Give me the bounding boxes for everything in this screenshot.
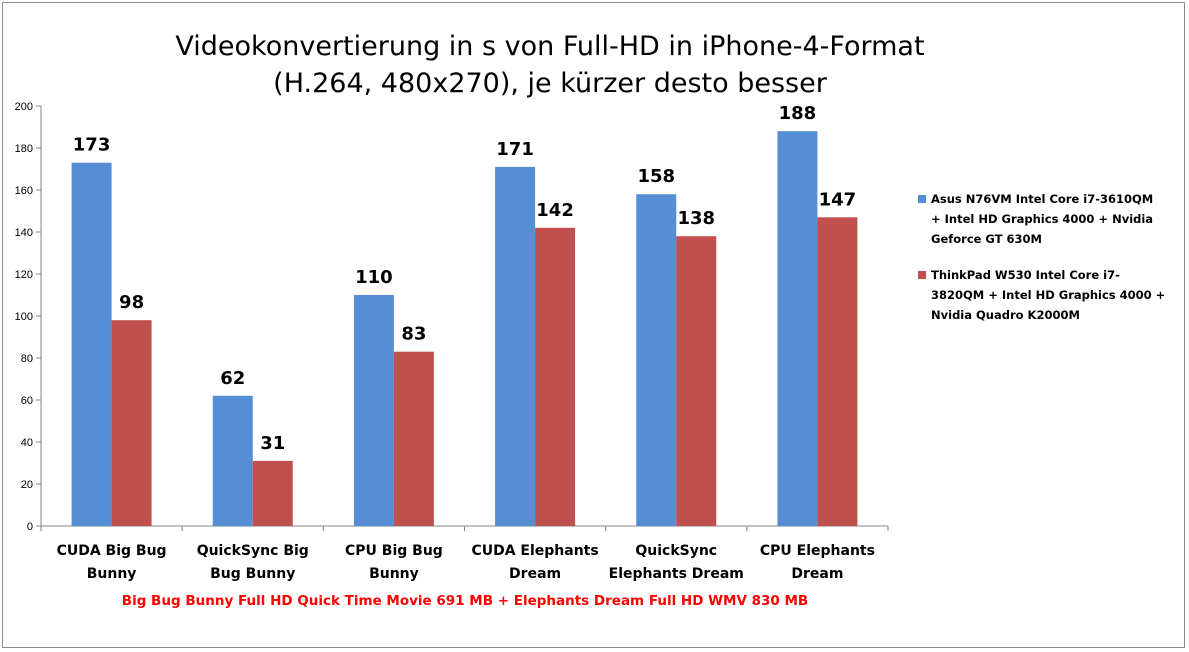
bar-value-label: 62 [220, 368, 245, 389]
bar-value-label: 158 [637, 166, 675, 187]
bar-value-label: 83 [401, 324, 426, 345]
legend-entry: Asus N76VM Intel Core i7-3610QM [931, 192, 1153, 206]
bar-value-label: 173 [73, 135, 111, 156]
y-tick-label: 40 [21, 437, 33, 449]
bar [817, 217, 858, 527]
bar [71, 162, 112, 526]
y-tick-label: 0 [27, 521, 33, 533]
y-tick-label: 140 [15, 227, 33, 239]
bar [111, 320, 152, 526]
x-category-label: Dream [509, 566, 561, 582]
x-category-label: QuickSync [635, 543, 717, 559]
y-tick-label: 60 [21, 395, 33, 407]
bar [393, 351, 434, 526]
y-tick-label: 200 [15, 101, 33, 113]
bar [636, 194, 677, 526]
legend-swatch [918, 271, 926, 279]
bar-value-label: 31 [260, 433, 285, 454]
legend-swatch [918, 195, 926, 203]
x-category-label: QuickSync Big [197, 543, 309, 559]
y-tick-label: 80 [21, 353, 33, 365]
legend-entry: Nvidia Quadro K2000M [931, 308, 1080, 322]
y-tick-label: 160 [15, 185, 33, 197]
x-category-label: Bug Bunny [210, 566, 295, 582]
y-tick-label: 180 [15, 143, 33, 155]
bar [212, 395, 253, 526]
bar [495, 166, 536, 526]
chart-title-line: (H.264, 480x270), je kürzer desto besser [273, 68, 828, 99]
bar-value-label: 188 [779, 103, 817, 124]
legend-entry: + Intel HD Graphics 4000 + Nvidia [931, 212, 1153, 226]
x-category-label: CUDA Elephants [471, 543, 598, 559]
x-category-label: Elephants Dream [609, 566, 744, 582]
legend-entry: 3820QM + Intel HD Graphics 4000 + [931, 288, 1165, 302]
y-tick-label: 120 [15, 269, 33, 281]
bar-value-label: 147 [819, 189, 857, 210]
bar [353, 295, 394, 526]
bar [777, 131, 818, 526]
bar [676, 236, 717, 526]
x-category-label: Dream [791, 566, 843, 582]
x-category-label: CUDA Big Bug [57, 543, 167, 559]
x-category-label: CPU Elephants [760, 543, 875, 559]
bar-value-label: 138 [677, 208, 715, 229]
bar [252, 460, 293, 526]
legend-entry: ThinkPad W530 Intel Core i7- [931, 268, 1120, 282]
bar-value-label: 142 [536, 200, 574, 221]
chart-title-line: Videokonvertierung in s von Full-HD in i… [175, 31, 924, 62]
legend-entry: Geforce GT 630M [931, 232, 1042, 246]
bar [535, 227, 576, 527]
x-category-label: Bunny [87, 566, 137, 582]
bar-value-label: 98 [119, 292, 144, 313]
x-axis-title: Big Bug Bunny Full HD Quick Time Movie 6… [122, 593, 808, 609]
bar-value-label: 110 [355, 267, 393, 288]
x-category-label: Bunny [369, 566, 419, 582]
y-tick-label: 100 [15, 311, 33, 323]
y-tick-label: 20 [21, 479, 33, 491]
bar-value-label: 171 [496, 139, 534, 160]
x-category-label: CPU Big Bug [345, 543, 443, 559]
